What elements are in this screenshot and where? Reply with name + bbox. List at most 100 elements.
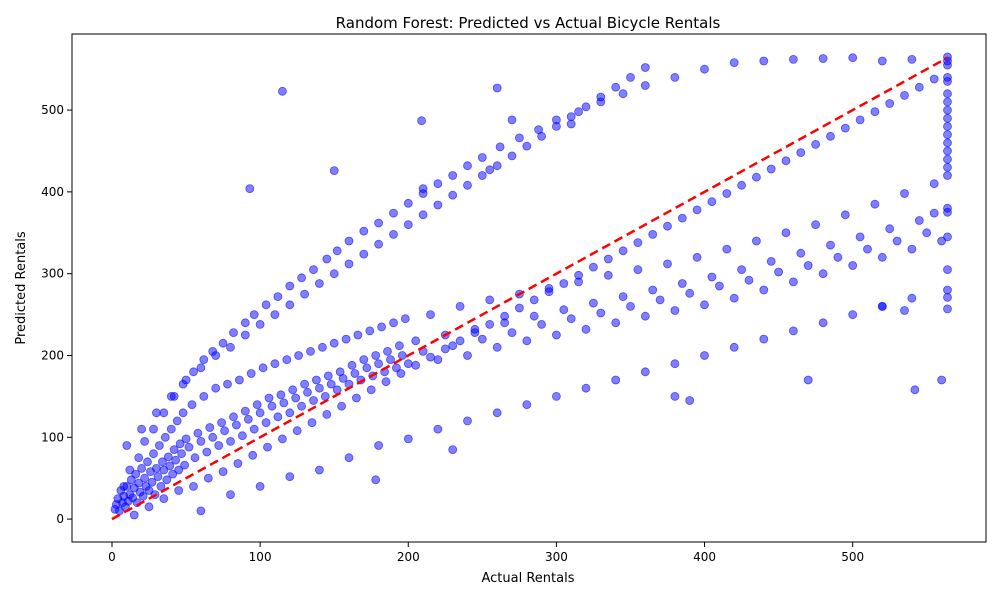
scatter-point <box>943 146 952 156</box>
scatter-point <box>261 300 271 310</box>
scatter-point <box>943 113 952 123</box>
scatter-point <box>252 400 262 410</box>
scatter-point <box>165 461 175 471</box>
scatter-point <box>943 154 952 164</box>
scatter-point <box>371 475 381 485</box>
scatter-point <box>729 293 739 303</box>
scatter-point <box>618 89 628 99</box>
scatter-point <box>500 311 510 321</box>
scatter-point <box>246 369 256 378</box>
x-tick-label: 500 <box>841 550 864 564</box>
y-tick-label: 300 <box>41 267 64 281</box>
scatter-point <box>485 165 495 175</box>
scatter-point <box>233 459 243 468</box>
scatter-point <box>323 371 333 381</box>
scatter-point <box>220 426 230 436</box>
scatter-point <box>907 55 917 64</box>
scatter-point <box>522 336 532 346</box>
scatter-point <box>389 208 398 218</box>
scatter-point <box>273 412 283 422</box>
scatter-point <box>129 510 139 520</box>
scatter-point <box>291 393 301 403</box>
scatter-point <box>633 265 643 275</box>
scatter-point <box>411 336 421 346</box>
scatter-point <box>320 391 330 401</box>
scatter-point <box>470 328 480 338</box>
scatter-point <box>455 336 465 346</box>
scatter-point <box>877 56 887 66</box>
scatter-point <box>492 161 502 171</box>
scatter-point <box>151 408 161 418</box>
scatter-point <box>552 122 561 131</box>
scatter-point <box>870 107 880 117</box>
scatter-point <box>929 74 939 84</box>
scatter-point <box>670 306 680 315</box>
scatter-point <box>365 326 375 336</box>
scatter-point <box>374 239 384 249</box>
scatter-point <box>218 467 228 477</box>
scatter-point <box>350 369 360 378</box>
scatter-point <box>515 133 524 143</box>
scatter-point <box>418 184 428 194</box>
scatter-point <box>426 310 435 320</box>
scatter-point <box>796 148 806 158</box>
scatter-point <box>448 341 458 351</box>
scatter-point <box>180 460 190 470</box>
scatter-point <box>811 139 820 149</box>
scatter-point <box>159 465 169 475</box>
scatter-point <box>131 469 141 479</box>
scatter-point <box>492 408 502 418</box>
scatter-point <box>943 138 952 148</box>
points-layer <box>110 52 952 520</box>
scatter-point <box>715 281 724 291</box>
scatter-point <box>374 441 384 450</box>
scatter-point <box>781 228 791 238</box>
scatter-point <box>611 375 621 385</box>
scatter-point <box>214 441 224 450</box>
scatter-point <box>943 171 952 180</box>
scatter-point <box>818 269 828 279</box>
scatter-point <box>199 355 209 365</box>
scatter-point <box>309 396 318 405</box>
scatter-point <box>156 481 166 491</box>
scatter-point <box>211 351 221 360</box>
scatter-point <box>126 475 136 485</box>
scatter-point <box>157 457 167 467</box>
scatter-point <box>670 359 680 369</box>
scatter-point <box>359 249 369 259</box>
scatter-point <box>943 77 952 86</box>
scatter-point <box>245 184 255 194</box>
chart-title: Random Forest: Predicted vs Actual Bicyc… <box>336 14 721 32</box>
scatter-point <box>359 226 369 236</box>
scatter-point <box>359 355 369 365</box>
scatter-point <box>168 469 178 479</box>
scatter-point <box>700 300 709 310</box>
scatter-point <box>347 360 357 370</box>
scatter-point <box>264 393 274 403</box>
scatter-point <box>426 352 435 362</box>
scatter-point <box>589 298 598 308</box>
scatter-point <box>172 416 182 426</box>
scatter-point <box>544 287 554 297</box>
scatter-point <box>279 398 289 408</box>
scatter-point <box>217 418 227 428</box>
scatter-point <box>877 252 887 262</box>
scatter-point <box>314 465 324 475</box>
scatter-point <box>840 123 850 133</box>
x-axis-label: Actual Rentals <box>482 571 575 586</box>
scatter-point <box>722 244 732 254</box>
scatter-point <box>603 270 613 280</box>
scatter-point <box>559 305 569 315</box>
scatter-point <box>655 295 665 305</box>
scatter-point <box>818 318 828 328</box>
x-tick-label: 400 <box>693 550 716 564</box>
scatter-point <box>138 491 148 501</box>
scatter-point <box>166 391 176 401</box>
scatter-point <box>243 414 253 424</box>
scatter-point <box>140 473 150 483</box>
scatter-point <box>492 342 502 352</box>
scatter-point <box>366 385 376 395</box>
scatter-point <box>900 91 909 100</box>
scatter-point <box>159 494 169 504</box>
scatter-point <box>789 55 798 64</box>
